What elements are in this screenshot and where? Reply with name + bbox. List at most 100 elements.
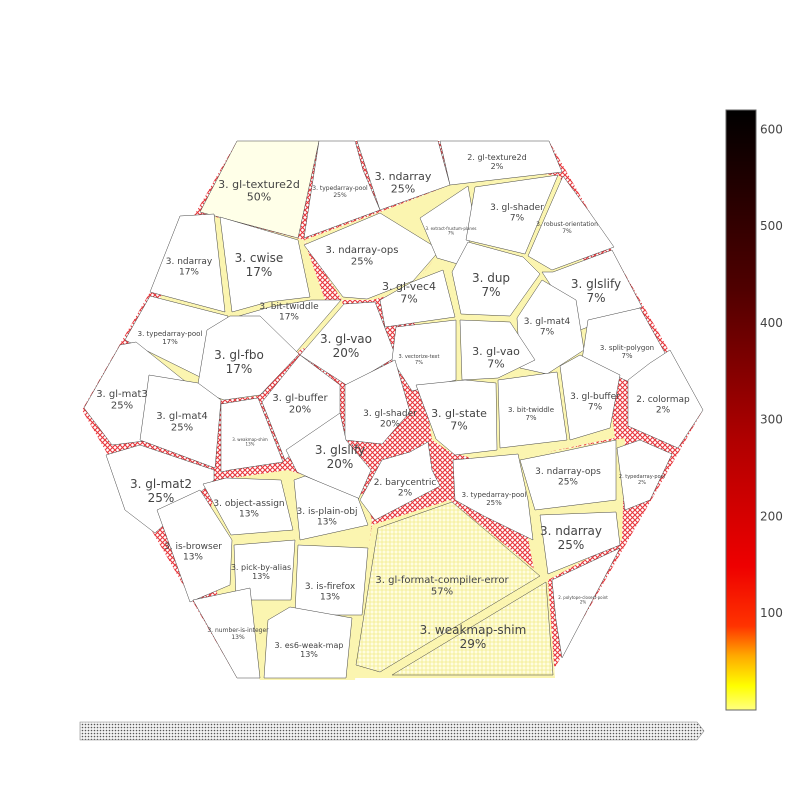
treemap-cell[interactable]: [139, 374, 222, 469]
cell-percent: 13%: [231, 634, 245, 641]
treemap-cell[interactable]: [497, 371, 568, 449]
cell-name: 3. ndarray-ops: [535, 467, 601, 477]
treemap-cell[interactable]: [263, 606, 353, 679]
cell-name: 3. gl-mat4: [156, 411, 208, 422]
cell-label: 3. extract-frustum-planes 7%: [425, 226, 476, 236]
cell-percent: 20%: [380, 419, 400, 429]
treemap-cell[interactable]: [379, 269, 456, 328]
treemap-cell[interactable]: [459, 319, 536, 381]
cell-name: 3. gl-vao: [472, 345, 520, 358]
cell-label: 2. typedarray-pool 2%: [619, 474, 665, 486]
cell-label: 3. glslify 7%: [571, 277, 621, 305]
cell-name: 3. gl-state: [431, 407, 487, 420]
cell-label: 3. typedarray-pool 25%: [312, 185, 368, 199]
colorbar-tick-label: 400: [760, 316, 783, 330]
cell-label: 3. dup 7%: [472, 271, 510, 299]
cell-label: 2. colormap 2%: [636, 395, 690, 415]
cell-name: 3. glslify: [315, 443, 365, 457]
treemap-cell[interactable]: [293, 475, 369, 541]
treemap-cell[interactable]: [192, 587, 261, 679]
cell-name: 3. gl-vao: [320, 332, 372, 346]
cell-percent: 25%: [558, 538, 585, 552]
cell-name: 3. bit-twiddle: [508, 406, 554, 414]
cell-label: 3. object-assign 13%: [213, 499, 284, 519]
cell-name: 3. object-assign: [213, 499, 284, 509]
cell-percent: 25%: [558, 477, 578, 487]
treemap-cell[interactable]: [303, 212, 441, 300]
cell-label: 3. gl-vao 20%: [320, 332, 372, 360]
cell-name: 2. polytope-closest-point: [558, 595, 608, 600]
cell-name: 3. extract-frustum-planes: [425, 226, 476, 231]
treemap-cell[interactable]: [233, 539, 296, 601]
cell-percent: 25%: [111, 401, 133, 412]
treemap-cell[interactable]: [355, 501, 541, 673]
cell-label: 3. weakmap-shim 13%: [232, 437, 268, 447]
treemap-cell[interactable]: [539, 511, 621, 575]
cell-name: 3. ndarray-ops: [326, 245, 399, 256]
treemap-cell[interactable]: [452, 453, 534, 541]
treemap-cell[interactable]: [551, 547, 621, 659]
cell-label: 3. gl-shader 20%: [363, 409, 417, 429]
cell-label: 3. is-firefox 13%: [305, 582, 356, 602]
treemap-cell[interactable]: [285, 412, 372, 501]
cell-percent: 7%: [400, 293, 417, 306]
treemap-cell[interactable]: [627, 349, 704, 449]
labels-layer: 3. gl-texture2d 50%3. typedarray-pool 25%3…: [96, 153, 690, 659]
treemap-cell[interactable]: [105, 444, 215, 534]
treemap-cell[interactable]: [559, 354, 621, 441]
treemap-cell[interactable]: [149, 213, 226, 313]
colorbar: 100 200 300 400 500 600: [725, 109, 783, 711]
treemap-cell[interactable]: [415, 379, 498, 456]
cell-name: 3. gl-buffer: [570, 392, 620, 402]
cell-label: 3. gl-vec4 7%: [382, 280, 436, 306]
cell-name: 3. gl-mat4: [524, 317, 571, 327]
treemap-cell[interactable]: [199, 140, 320, 239]
cell-label: 3. vectorize-text 7%: [399, 354, 440, 366]
cell-name: 3. robust-orientation: [536, 221, 598, 228]
cell-percent: 17%: [226, 362, 253, 376]
cell-label: 3. gl-vao 7%: [472, 345, 520, 371]
cells-layer: [83, 140, 704, 679]
cell-percent: 13%: [252, 572, 270, 581]
cell-label: 2. polytope-closest-point 2%: [558, 595, 608, 605]
cell-label: 3. ndarray 25%: [375, 170, 432, 196]
cell-label: 2. gl-texture2d 2%: [467, 153, 526, 171]
cell-label: 3. pick-by-alias 13%: [231, 563, 291, 581]
treemap-cell[interactable]: [527, 175, 615, 271]
cell-percent: 17%: [246, 265, 273, 279]
treemap-cell[interactable]: [219, 216, 311, 313]
treemap-cell[interactable]: [359, 441, 441, 521]
treemap-cell[interactable]: [451, 241, 541, 317]
treemap-cell[interactable]: [156, 489, 233, 603]
cell-percent: 17%: [279, 312, 299, 322]
cell-name: 3. typedarray-pool: [312, 185, 368, 192]
pathbar-arrow: [79, 721, 705, 741]
treemap-cell[interactable]: [344, 359, 411, 445]
treemap-cell[interactable]: [196, 315, 300, 401]
treemap-cell[interactable]: [303, 140, 381, 239]
cell-percent: 2%: [398, 488, 413, 498]
cell-label: 3. number-is-integer 13%: [207, 627, 269, 641]
cell-percent: 50%: [247, 191, 271, 204]
treemap-cell[interactable]: [519, 439, 617, 511]
treemap-cell[interactable]: [294, 544, 369, 616]
cell-percent: 7%: [415, 360, 423, 366]
treemap-cell[interactable]: [465, 174, 559, 255]
cell-name: 3. split-polygon: [600, 344, 654, 352]
treemap-cell[interactable]: [391, 581, 554, 676]
treemap-cell[interactable]: [616, 439, 673, 511]
treemap-cell[interactable]: [439, 140, 563, 186]
cell-label: 3. gl-fbo 17%: [214, 348, 264, 376]
treemap-cell[interactable]: [220, 397, 284, 473]
cell-name: 3. cwise: [235, 251, 284, 265]
cell-label: 3. es6-weak-map 13%: [275, 641, 344, 659]
cell-label: 3. gl-mat3 25%: [96, 389, 148, 412]
cell-percent: 7%: [586, 291, 605, 305]
cell-name: 3. gl-texture2d: [218, 178, 300, 191]
cell-percent: 25%: [486, 499, 502, 507]
cell-label: 3. ndarray-ops 25%: [326, 245, 399, 268]
cell-percent: 25%: [333, 192, 347, 199]
treemap-cell[interactable]: [202, 477, 294, 536]
cell-name: 3. typedarray-pool: [138, 330, 203, 338]
colorbar-tick-label: 300: [760, 413, 783, 427]
